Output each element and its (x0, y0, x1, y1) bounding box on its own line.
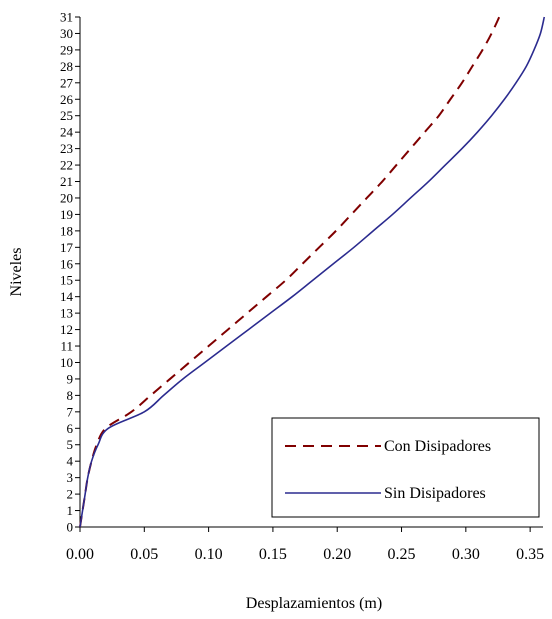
y-tick-label: 9 (67, 371, 74, 386)
y-tick-label: 5 (67, 437, 74, 452)
x-tick-label: 0.20 (323, 546, 351, 563)
legend-label-con-disipadores: Con Disipadores (384, 438, 491, 455)
series-line-con-disipadores (79, 16, 501, 528)
y-tick-label: 12 (60, 322, 73, 337)
series-layer (79, 16, 546, 528)
y-tick-label: 31 (60, 10, 73, 25)
series-line-sin-disipadores (79, 16, 546, 528)
y-tick-label: 14 (60, 289, 74, 304)
x-tick-label: 0.35 (516, 546, 544, 563)
y-tick-label: 28 (60, 59, 73, 74)
y-axis: 0123456789101112131415161718192021222324… (60, 10, 81, 535)
y-tick-label: 11 (60, 339, 73, 354)
x-tick-label: 0.10 (195, 546, 223, 563)
x-tick-label: 0.25 (388, 546, 416, 563)
legend-box (271, 417, 540, 518)
y-tick-label: 21 (60, 174, 73, 189)
y-tick-label: 18 (60, 223, 73, 238)
y-tick-label: 22 (60, 158, 73, 173)
y-tick-label: 10 (60, 355, 73, 370)
y-tick-label: 30 (60, 26, 73, 41)
legend: Con Disipadores Sin Disipadores (271, 417, 540, 518)
x-tick-label: 0.30 (452, 546, 480, 563)
y-tick-label: 23 (60, 141, 73, 156)
x-tick-label: 0.15 (259, 546, 287, 563)
y-axis-label: Niveles (8, 248, 25, 297)
y-tick-label: 24 (60, 125, 74, 140)
y-tick-label: 2 (67, 487, 74, 502)
y-tick-label: 4 (67, 454, 74, 469)
y-tick-label: 6 (67, 421, 74, 436)
y-tick-label: 26 (60, 92, 74, 107)
y-tick-label: 27 (60, 75, 74, 90)
y-tick-label: 20 (60, 190, 73, 205)
y-tick-label: 3 (67, 470, 74, 485)
x-axis-label: Desplazamientos (m) (246, 595, 382, 612)
y-tick-label: 13 (60, 306, 73, 321)
x-tick-label: 0.00 (66, 546, 94, 563)
y-tick-label: 16 (60, 256, 74, 271)
y-tick-label: 29 (60, 42, 73, 57)
y-tick-label: 25 (60, 108, 73, 123)
x-axis: 0.00 0.05 0.10 0.15 0.20 0.25 0.30 0.35 (66, 526, 544, 563)
y-tick-label: 1 (67, 503, 74, 518)
y-tick-label: 0 (67, 520, 74, 535)
y-tick-label: 8 (67, 388, 74, 403)
y-tick-label: 19 (60, 207, 73, 222)
y-tick-label: 15 (60, 273, 73, 288)
y-tick-label: 7 (67, 404, 74, 419)
legend-label-sin-disipadores: Sin Disipadores (384, 485, 486, 502)
x-tick-label: 0.05 (130, 546, 158, 563)
y-tick-label: 17 (60, 240, 74, 255)
